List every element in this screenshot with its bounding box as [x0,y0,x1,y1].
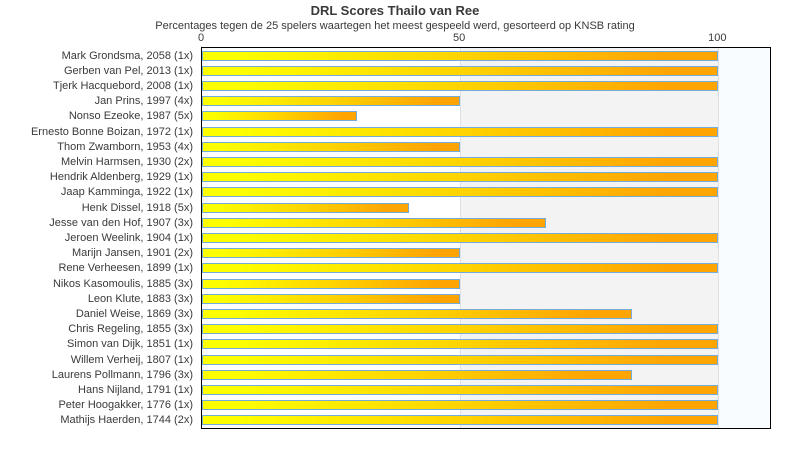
bar-row [202,367,770,382]
bar-row [202,200,770,215]
bar [202,232,719,243]
bar-row [202,170,770,185]
x-tick-label: 100 [708,32,727,44]
bar-row [202,382,770,397]
bar-row [202,109,770,124]
category-label: Nikos Kasomoulis, 1885 (3x) [52,277,193,290]
x-axis: 0 50 100 [0,32,790,46]
bar [202,217,547,228]
category-label: Hans Nijland, 1791 (1x) [78,384,193,396]
category-label: Ernesto Bonne Boizan, 1972 (1x) [30,125,193,138]
bar [202,400,719,411]
category-label: Tjerk Hacquebord, 2008 (1x) [52,80,193,92]
category-label: Jaap Kamminga, 1922 (1x) [60,186,193,199]
bar-row [202,413,770,428]
category-label: Daniel Weise, 1869 (3x) [75,308,193,320]
category-labels: Mark Grondsma, 2058 (1x) Gerben van Pel, … [0,47,197,427]
gridline [718,48,720,428]
bar-row [202,154,770,169]
category-label: Jesse van den Hof, 1907 (3x) [49,216,193,229]
bar [202,187,719,198]
bar [202,111,357,122]
bar [202,141,461,152]
category-label: Chris Regeling, 1855 (3x) [68,323,193,336]
category-label: Laurens Pollmann, 1796 (3x) [51,368,193,381]
bar-row [202,398,770,413]
bar [202,339,719,350]
category-label: Jeroen Weelink, 1904 (1x) [64,232,193,244]
bar-row [202,124,770,139]
bar [202,354,719,365]
category-label: Hendrik Aldenberg, 1929 (1x) [49,171,193,184]
bar [202,156,719,167]
bar [202,172,719,183]
bar [202,96,461,107]
bar-row [202,94,770,109]
bar-row [202,48,770,63]
category-label: Simon van Dijk, 1851 (1x) [67,338,193,351]
bar-row [202,337,770,352]
category-label: Jan Prins, 1997 (4x) [94,95,193,108]
bar [202,126,719,137]
chart-subtitle: Percentages tegen de 25 spelers waartege… [155,20,635,32]
category-label: Marijn Jansen, 1901 (2x) [71,247,193,260]
bar-row [202,185,770,200]
category-label: Thom Zwamborn, 1953 (4x) [57,140,193,153]
bar [202,50,719,61]
bar-row [202,139,770,154]
bar-row [202,322,770,337]
bar [202,278,461,289]
bar [202,384,719,395]
x-tick-label: 50 [453,32,466,44]
bar [202,248,461,259]
bar-row [202,261,770,276]
plot-area [201,47,771,429]
bar [202,202,409,213]
category-label: Nonso Ezeoke, 1987 (5x) [68,110,193,123]
bar-row [202,78,770,93]
x-tick-label: 0 [197,32,205,44]
category-label: Rene Verheesen, 1899 (1x) [58,262,193,275]
chart-title: DRL Scores Thailo van Ree [310,3,480,18]
bar-row [202,352,770,367]
bar [202,369,633,380]
category-label: Mathijs Haerden, 1744 (2x) [60,414,193,427]
bar [202,324,719,335]
bar-row [202,246,770,261]
category-label: Melvin Harmsen, 1930 (2x) [60,156,193,168]
bar-row [202,63,770,78]
category-label: Gerben van Pel, 2013 (1x) [63,64,193,77]
category-label: Mark Grondsma, 2058 (1x) [61,49,193,62]
bar-row [202,291,770,306]
bar [202,263,719,274]
bar [202,80,719,91]
plot-band [718,48,770,428]
bar [202,65,719,76]
bar-row [202,306,770,321]
category-label: Henk Dissel, 1918 (5x) [81,201,193,214]
bar [202,415,719,426]
bar [202,293,461,304]
bar [202,308,633,319]
category-label: Willem Verheij, 1807 (1x) [70,353,193,366]
bar-row [202,215,770,230]
bar-row [202,276,770,291]
category-label: Leon Klute, 1883 (3x) [87,292,193,305]
category-label: Peter Hoogakker, 1776 (1x) [58,399,193,412]
bar-row [202,230,770,245]
